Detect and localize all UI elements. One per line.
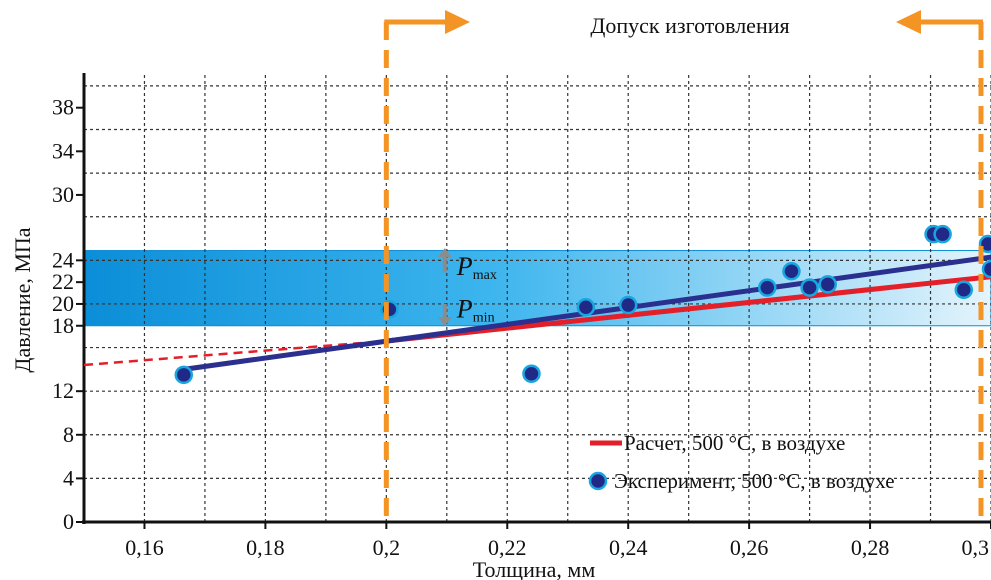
experiment-point (800, 278, 819, 297)
calculated-line (386, 274, 991, 344)
x-tick-label: 0,16 (125, 535, 164, 560)
annotation-min-subscript: min (473, 310, 495, 325)
x-tick-label: 0,26 (730, 535, 769, 560)
grid (84, 75, 991, 522)
y-tick-label: 34 (52, 138, 74, 163)
x-tick-label: 0,22 (488, 535, 527, 560)
y-tick-label: 4 (63, 465, 74, 490)
experiment-point (380, 300, 399, 319)
pressure-band (83, 250, 991, 327)
y-tick-label: 18 (52, 313, 74, 338)
annotation-max-symbol: P (456, 252, 473, 281)
y-tick-label: 38 (52, 95, 74, 120)
y-tick-label: 30 (52, 182, 74, 207)
y-tick-label: 22 (52, 269, 74, 294)
pmax-arrow-head (437, 248, 452, 258)
x-tick-label: 0,3 (962, 535, 990, 560)
legend-label-experiment: Эксперимент, 500 °C, в воздухе (614, 469, 895, 493)
experiment-point (522, 364, 541, 383)
y-tick-label: 12 (52, 378, 74, 403)
experiment-point (933, 224, 952, 244)
x-tick-label: 0,18 (246, 535, 285, 560)
annotation-min-symbol: P (456, 294, 473, 323)
y-tick-label: 0 (63, 509, 74, 534)
annotation-max-subscript: max (473, 268, 497, 283)
experiment-point (618, 295, 638, 315)
tolerance-label: Допуск изготовления (590, 13, 789, 38)
experiment-point (758, 278, 777, 297)
pmin-arrow-head (437, 317, 452, 327)
x-tick-label: 0,24 (609, 535, 648, 560)
tolerance-arrow-left-head (445, 10, 470, 34)
legend-marker-swatch (588, 471, 608, 491)
experiment-point (981, 259, 991, 279)
calculated-line-extrapolated (83, 339, 387, 367)
x-tick-label: 0,2 (373, 535, 401, 560)
y-tick-label: 20 (52, 291, 74, 316)
experiment-point (954, 280, 974, 300)
tolerance-arrow-right-head (896, 10, 921, 34)
experiment-point (576, 297, 596, 317)
experiment-point (818, 275, 837, 294)
experiment-point (174, 365, 194, 385)
y-tick-label: 8 (63, 422, 74, 447)
x-axis-title: Толщина, мм (473, 557, 596, 580)
x-tick-label: 0,28 (851, 535, 890, 560)
y-axis-title: Давление, МПа (10, 227, 35, 372)
legend-label-calculated: Расчет, 500 °C, в воздухе (624, 431, 845, 455)
experiment-point (782, 261, 801, 281)
y-tick-label: 24 (52, 247, 74, 272)
legend: Расчет, 500 °C, в воздухе Эксперимент, 50… (588, 431, 895, 493)
